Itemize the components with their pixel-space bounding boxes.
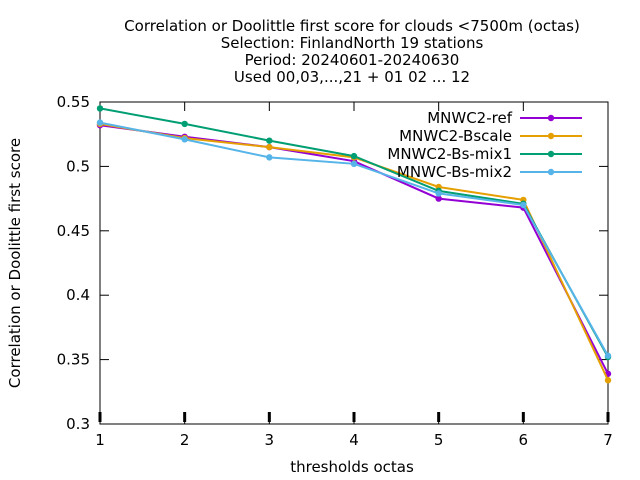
series-3-point-3 [350, 160, 358, 168]
y-tick-label-0: 0.3 [66, 415, 90, 433]
legend-label-2: MNWC2-Bs-mix1 [387, 145, 512, 163]
series-2-point-1 [181, 120, 188, 128]
legend-swatch-marker-1 [547, 132, 555, 140]
y-tick-label-4: 0.5 [66, 157, 90, 175]
x-axis-marker-1 [183, 412, 187, 422]
series-line-2 [99, 107, 609, 358]
series-3-point-0 [96, 119, 104, 126]
x-axis-marker-2 [267, 412, 271, 422]
series-2 [96, 105, 612, 361]
series-3-point-4 [435, 190, 442, 197]
series-2-point-3 [350, 152, 358, 160]
x-tick-label-1: 2 [180, 431, 190, 449]
x-tick-label-0: 1 [95, 431, 105, 449]
chart-title: Correlation or Doolittle first score for… [124, 17, 580, 86]
legend-swatch-marker-0 [547, 114, 555, 122]
series-3 [96, 119, 612, 359]
y-tick-label-1: 0.35 [57, 351, 90, 369]
legend: MNWC2-refMNWC2-BscaleMNWC2-Bs-mix1MNWC-B… [387, 109, 582, 181]
legend-swatch-marker-3 [547, 168, 555, 176]
y-axis-label: Correlation or Doolittle first score [6, 138, 24, 388]
title-line-3: Period: 20240601-20240630 [245, 51, 460, 69]
series-3-point-1 [181, 136, 188, 143]
series-2-point-2 [266, 137, 273, 144]
x-axis-label: thresholds octas [290, 458, 414, 476]
series-lines [96, 105, 612, 384]
y-tick-label-3: 0.45 [57, 222, 90, 240]
series-1-point-2 [266, 143, 273, 151]
x-tick-label-4: 5 [434, 431, 444, 449]
plot-frame [99, 101, 609, 425]
title-line-2: Selection: FinlandNorth 19 stations [221, 34, 484, 52]
x-tick-label-6: 7 [603, 431, 613, 449]
x-axis-marker-3 [352, 412, 356, 422]
title-line-4: Used 00,03,...,21 + 01 02 ... 12 [234, 68, 470, 86]
legend-swatch-marker-2 [547, 150, 555, 158]
series-3-point-2 [266, 154, 273, 161]
y-tick-label-2: 0.4 [66, 286, 90, 304]
legend-label-0: MNWC2-ref [427, 109, 512, 127]
series-1 [96, 120, 612, 384]
x-tick-label-2: 3 [265, 431, 275, 449]
axis-ticks: 0.3 0.35 0.4 0.45 0.5 0.55 1 2 3 4 5 6 7 [57, 93, 613, 449]
x-axis-marker-0 [98, 412, 102, 422]
series-0-point-4 [435, 195, 442, 202]
series-2-point-0 [96, 105, 104, 112]
x-axis-marker-4 [437, 412, 441, 422]
series-1-point-6 [604, 377, 612, 384]
legend-label-1: MNWC2-Bscale [399, 127, 512, 145]
title-line-1: Correlation or Doolittle first score for… [124, 17, 580, 35]
x-axis-marker-6 [606, 412, 610, 422]
series-3-point-6 [604, 352, 612, 359]
legend-label-3: MNWC-Bs-mix2 [397, 163, 512, 181]
series-3-point-5 [520, 201, 527, 209]
x-axis-marker-5 [521, 412, 525, 422]
y-tick-label-5: 0.55 [57, 93, 90, 111]
x-tick-label-5: 6 [519, 431, 529, 449]
x-tick-label-3: 4 [349, 431, 359, 449]
